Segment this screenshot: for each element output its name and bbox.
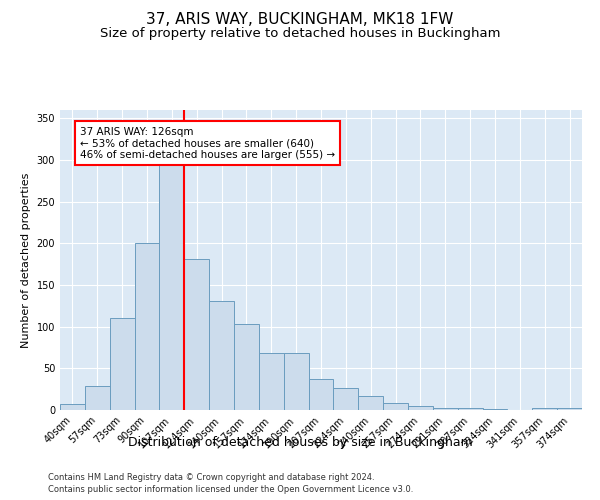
Text: Distribution of detached houses by size in Buckingham: Distribution of detached houses by size … <box>128 436 472 449</box>
Bar <box>209 301 234 410</box>
Bar <box>134 244 160 410</box>
Bar <box>408 406 433 410</box>
Bar <box>184 259 209 410</box>
Text: Size of property relative to detached houses in Buckingham: Size of property relative to detached ho… <box>100 28 500 40</box>
Bar <box>259 354 284 410</box>
Bar <box>557 408 582 410</box>
Text: 37, ARIS WAY, BUCKINGHAM, MK18 1FW: 37, ARIS WAY, BUCKINGHAM, MK18 1FW <box>146 12 454 28</box>
Bar <box>334 388 358 410</box>
Bar <box>284 354 308 410</box>
Bar <box>308 379 334 410</box>
Bar <box>234 324 259 410</box>
Bar <box>358 396 383 410</box>
Bar <box>85 386 110 410</box>
Text: 37 ARIS WAY: 126sqm
← 53% of detached houses are smaller (640)
46% of semi-detac: 37 ARIS WAY: 126sqm ← 53% of detached ho… <box>80 126 335 160</box>
Bar <box>60 404 85 410</box>
Bar <box>482 409 508 410</box>
Bar <box>458 408 482 410</box>
Bar <box>160 135 184 410</box>
Bar <box>433 408 458 410</box>
Bar <box>383 402 408 410</box>
Bar <box>110 318 134 410</box>
Text: Contains HM Land Registry data © Crown copyright and database right 2024.: Contains HM Land Registry data © Crown c… <box>48 472 374 482</box>
Text: Contains public sector information licensed under the Open Government Licence v3: Contains public sector information licen… <box>48 485 413 494</box>
Bar <box>532 408 557 410</box>
Y-axis label: Number of detached properties: Number of detached properties <box>21 172 31 348</box>
